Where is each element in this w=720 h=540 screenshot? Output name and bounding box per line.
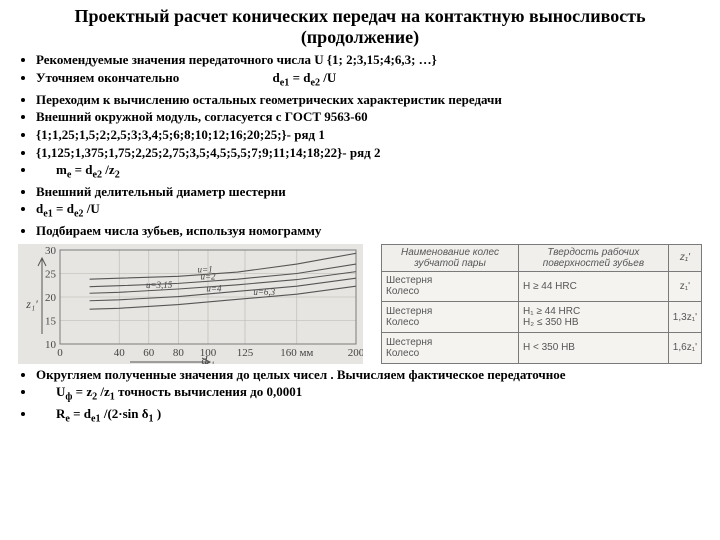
- figure-row: 10152025300406080100125160 мм200z₁'dₑ₁u=…: [18, 244, 702, 364]
- bullet-list-bottom: Округляем полученные значения до целых ч…: [18, 367, 702, 427]
- svg-text:u=2: u=2: [200, 271, 216, 281]
- svg-text:40: 40: [114, 347, 126, 359]
- bullet-9: de1 = de2 /U: [36, 201, 702, 222]
- svg-text:160 мм: 160 мм: [280, 347, 313, 359]
- svg-text:z₁': z₁': [25, 297, 38, 311]
- page-title: Проектный расчет конических передач на к…: [18, 6, 702, 48]
- bullet-2: Уточняем окончательно de1 = de2 /U: [36, 70, 702, 91]
- hardness-table: Наименование колес зубчатой парыТвердост…: [381, 244, 702, 364]
- svg-text:20: 20: [45, 292, 57, 304]
- svg-text:60: 60: [143, 347, 155, 359]
- nomogram-chart: 10152025300406080100125160 мм200z₁'dₑ₁u=…: [18, 244, 363, 364]
- bullet-11: Округляем полученные значения до целых ч…: [36, 367, 702, 384]
- bullet-13: Re = de1 /(2·sin δ1 ): [36, 406, 702, 427]
- svg-text:0: 0: [57, 347, 63, 359]
- bullet-6: {1,125;1,375;1,75;2,25;2,75;3,5;4,5;5,5;…: [36, 145, 702, 162]
- bullet-8: Внешний делительный диаметр шестерни: [36, 184, 702, 201]
- svg-text:u=4: u=4: [206, 283, 222, 293]
- svg-text:10: 10: [45, 339, 57, 351]
- svg-text:15: 15: [45, 315, 57, 327]
- bullet-10: Подбираем числа зубьев, используя номогр…: [36, 223, 702, 240]
- bullet-1: Рекомендуемые значения передаточного чис…: [36, 52, 702, 69]
- svg-text:u=6,3: u=6,3: [253, 287, 275, 297]
- svg-text:80: 80: [173, 347, 185, 359]
- hardness-table-wrap: Наименование колес зубчатой парыТвердост…: [381, 244, 702, 364]
- svg-text:30: 30: [45, 245, 57, 257]
- bullet-3: Переходим к вычислению остальных геометр…: [36, 92, 702, 109]
- bullet-5: {1;1,25;1,5;2;2,5;3;3,4;5;6;8;10;12;16;2…: [36, 127, 702, 144]
- bullet-4: Внешний окружной модуль, согласуется с Г…: [36, 109, 702, 126]
- svg-text:u=3,15: u=3,15: [146, 280, 173, 290]
- bullet-list-top: Рекомендуемые значения передаточного чис…: [18, 52, 702, 239]
- bullet-12: Uф = z2 /z1 точность вычисления до 0,000…: [36, 384, 702, 405]
- svg-text:200: 200: [348, 347, 363, 359]
- svg-text:125: 125: [237, 347, 254, 359]
- bullet-7: me = de2 /z2: [36, 162, 702, 183]
- svg-text:25: 25: [45, 268, 57, 280]
